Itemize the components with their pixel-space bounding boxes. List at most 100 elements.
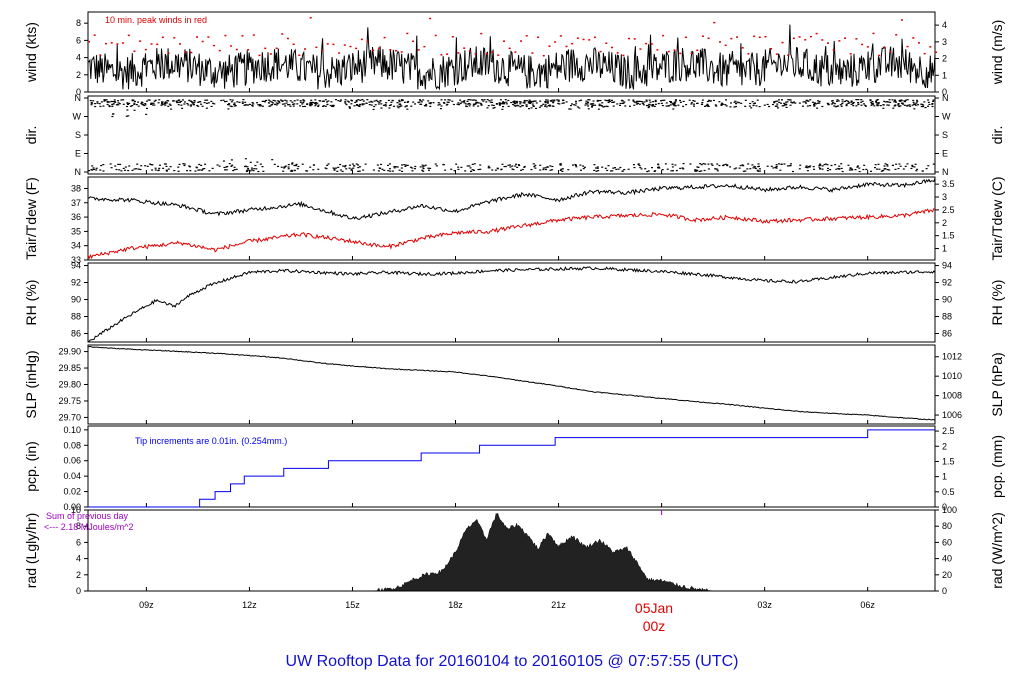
wind-peak-point	[605, 42, 608, 44]
dir-point	[200, 164, 203, 167]
dir-point	[514, 105, 517, 107]
wind-peak-point	[861, 43, 864, 46]
dir-point	[183, 101, 186, 103]
dir-point	[894, 100, 897, 102]
dir-point	[601, 102, 604, 104]
dir-point	[132, 99, 135, 101]
dir-point	[857, 99, 860, 101]
wind-peak-point	[383, 36, 386, 39]
dir-point	[357, 170, 360, 172]
dir-point	[559, 163, 562, 165]
dir-point	[789, 163, 792, 165]
wind-peak-point	[525, 35, 528, 37]
dir-point	[706, 103, 709, 105]
dir-point	[189, 105, 192, 107]
dir-point	[568, 108, 571, 110]
dir-point	[288, 104, 291, 106]
dir-point	[875, 100, 878, 102]
dir-point	[438, 103, 441, 105]
dir-point	[127, 115, 130, 117]
dir-point	[194, 170, 197, 172]
dir-point	[417, 101, 420, 104]
dir-point	[590, 105, 593, 107]
dir-point	[505, 103, 508, 105]
dir-point	[249, 170, 252, 172]
dir-point	[758, 170, 761, 172]
ytick-label-dir: W	[73, 112, 82, 122]
dir-point	[477, 105, 480, 107]
dir-point	[364, 163, 367, 165]
dir-point	[785, 101, 788, 103]
dir-point	[418, 99, 421, 101]
x-axis: 09z 12z 15z 18z 21z 03z 06z	[139, 600, 875, 610]
dir-point	[162, 103, 165, 105]
dir-point	[903, 104, 906, 106]
dir-point	[249, 161, 252, 163]
dir-point	[88, 170, 91, 172]
ytick-label-rad: 6	[76, 537, 81, 547]
dir-point	[857, 103, 860, 105]
dir-point	[652, 103, 655, 106]
dir-point	[700, 170, 703, 172]
dir-point	[674, 99, 677, 101]
dir-point	[744, 170, 747, 172]
dir-point	[351, 100, 354, 102]
dir-point	[439, 108, 442, 110]
dir-point	[663, 99, 666, 101]
dir-point	[489, 101, 492, 103]
dir-point	[778, 163, 781, 165]
dir-point	[102, 163, 105, 166]
dir-point	[492, 107, 495, 109]
dir-point	[913, 166, 916, 168]
date-marker-hour: 00z	[643, 618, 666, 634]
series-SLP	[88, 345, 936, 421]
dir-point	[882, 104, 885, 106]
wind-peak-point	[190, 51, 193, 54]
dir-point	[421, 169, 424, 171]
dir-point	[384, 105, 387, 107]
dir-point	[711, 164, 714, 166]
dir-point	[460, 166, 463, 168]
dir-point	[707, 104, 710, 106]
dir-point	[247, 169, 250, 171]
dir-point	[406, 101, 409, 103]
dir-point	[178, 99, 181, 101]
dir-point	[117, 104, 120, 106]
dir-point	[869, 100, 872, 102]
dir-point	[671, 102, 674, 104]
dir-point	[673, 101, 676, 103]
dir-point	[523, 102, 526, 104]
dir-point	[419, 99, 422, 102]
dir-point	[813, 102, 816, 105]
dir-point	[211, 102, 214, 104]
dir-point	[648, 103, 651, 105]
wind-peak-point	[531, 52, 534, 54]
dir-point	[650, 167, 653, 169]
dir-point	[396, 105, 399, 107]
dir-point	[914, 103, 917, 105]
dir-point	[316, 102, 319, 104]
wind-peak-point	[787, 54, 790, 56]
dir-point	[709, 100, 712, 102]
dir-point	[291, 163, 294, 165]
dir-point	[110, 167, 113, 169]
dir-point	[876, 104, 879, 107]
dir-point	[744, 99, 747, 101]
dir-point	[925, 168, 928, 170]
ytick-label-dir: N	[75, 93, 82, 103]
dir-point	[492, 104, 495, 107]
wind-peak-point	[610, 46, 613, 49]
dir-point	[848, 169, 851, 171]
dir-point	[483, 99, 486, 101]
dir-point	[359, 103, 362, 106]
dir-point	[474, 99, 477, 101]
dir-point	[888, 169, 891, 171]
dir-point	[612, 167, 615, 169]
dir-point	[661, 104, 664, 107]
dir-point	[521, 168, 524, 171]
wind-peak-point	[571, 42, 574, 45]
dir-point	[588, 99, 591, 101]
dir-point	[405, 164, 408, 166]
dir-point	[613, 101, 616, 103]
dir-point	[94, 105, 97, 108]
